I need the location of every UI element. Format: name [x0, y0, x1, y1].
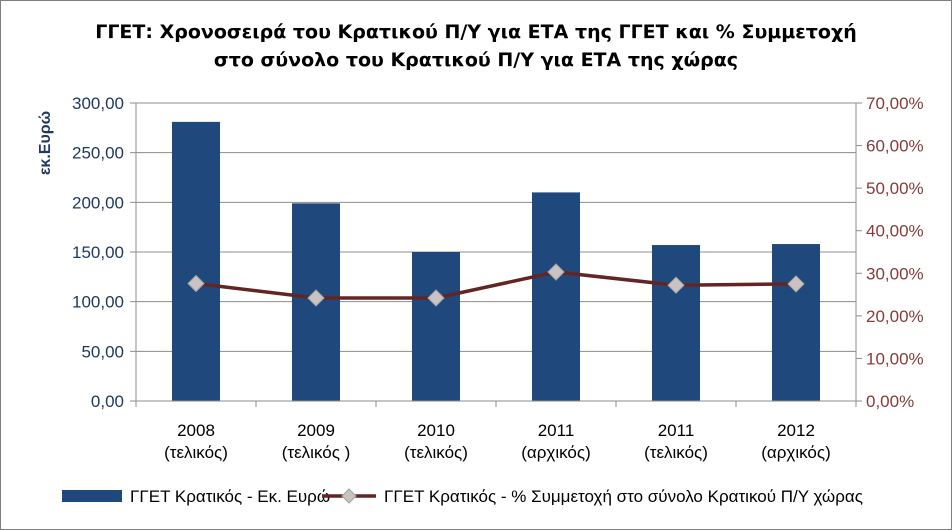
- y-tick-label: 50,00: [81, 342, 124, 361]
- bar: [532, 192, 580, 401]
- x-tick-label: (τελικός): [644, 443, 708, 462]
- axes: [130, 102, 862, 407]
- y-tick-label: 100,00: [72, 293, 124, 312]
- x-tick-label: (αρχικός): [761, 443, 830, 462]
- bar: [772, 244, 820, 401]
- x-tick-label: 2012: [777, 421, 815, 440]
- x-tick-label: (τελικός): [404, 443, 468, 462]
- y2-tick-label: 0,00%: [866, 392, 914, 411]
- y-tick-label: 0,00: [91, 392, 124, 411]
- y2-tick-label: 70,00%: [866, 94, 924, 113]
- y-tick-label: 300,00: [72, 94, 124, 113]
- y-tick-label: 150,00: [72, 243, 124, 262]
- line-point: [667, 276, 685, 294]
- y2-tick-label: 40,00%: [866, 222, 924, 241]
- line-point: [187, 274, 205, 293]
- gridlines: [136, 102, 856, 352]
- line-point: [547, 263, 565, 281]
- bar: [652, 245, 700, 401]
- tick-labels: 0,00 50,00 100,00 150,00 200,00 250,00 300,00 0…: [72, 94, 924, 462]
- series-line: [195, 270, 797, 300]
- y-tick-label: 200,00: [72, 193, 124, 212]
- y2-tick-label: 30,00%: [866, 264, 924, 283]
- x-tick-label: 2009: [297, 421, 335, 440]
- x-tick-label: (τελικός ): [282, 443, 351, 462]
- x-tick-label: (τελικός): [164, 443, 228, 462]
- line-point: [427, 289, 445, 307]
- legend-label-bar: ΓΓΕΤ Κρατικός - Εκ. Ευρώ: [130, 487, 330, 506]
- bar-series: [172, 121, 820, 401]
- line-point: [787, 275, 805, 293]
- x-tick-label: 2011: [538, 421, 575, 440]
- legend-swatch-bar: [62, 490, 122, 502]
- y2-tick-label: 20,00%: [866, 307, 924, 326]
- chart-title: ΓΓΕΤ: Χρονοσειρά του Κρατικού Π/Υ για ΕΤ…: [0, 18, 952, 74]
- y-tick-label: 250,00: [72, 144, 124, 163]
- bar: [412, 252, 460, 401]
- y2-tick-label: 60,00%: [866, 137, 924, 156]
- bar: [172, 121, 220, 401]
- line-series: [187, 263, 805, 307]
- chart-title-line-2: στο σύνολο του Κρατικού Π/Υ για ΕΤΑ της …: [213, 49, 739, 71]
- x-tick-label: 2010: [417, 421, 455, 440]
- x-tick-label: 2011: [658, 421, 695, 440]
- legend-label-line: ΓΓΕΤ Κρατικός - % Συμμετοχή στο σύνολο Κ…: [384, 487, 863, 506]
- legend-swatch-marker: [341, 488, 357, 504]
- x-tick-label: 2008: [177, 421, 215, 440]
- line-point: [307, 289, 325, 307]
- chart-title-line-1: ΓΓΕΤ: Χρονοσειρά του Κρατικού Π/Υ για ΕΤ…: [95, 21, 857, 43]
- y2-tick-label: 10,00%: [866, 349, 924, 368]
- x-tick-label: (αρχικός): [521, 443, 590, 462]
- y-axis-label: εκ.Ευρώ: [37, 111, 54, 175]
- legend: ΓΓΕΤ Κρατικός - Εκ. Ευρώ ΓΓΕΤ Κρατικός - …: [62, 487, 863, 506]
- y2-tick-label: 50,00%: [866, 179, 924, 198]
